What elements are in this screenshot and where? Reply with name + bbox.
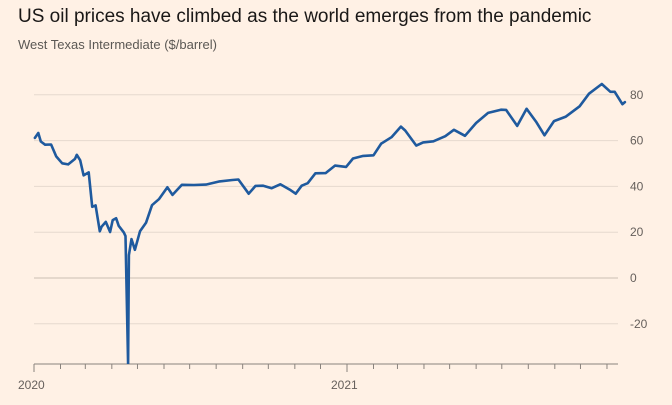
- y-tick-label: -20: [630, 317, 648, 331]
- y-tick-label: 40: [630, 179, 644, 193]
- chart-subtitle: West Texas Intermediate ($/barrel): [18, 37, 217, 52]
- x-tick-label: 2020: [18, 378, 45, 392]
- y-tick-label: 60: [630, 134, 644, 148]
- y-tick-label: 20: [630, 225, 644, 239]
- y-tick-label: 80: [630, 88, 644, 102]
- y-tick-label: 0: [630, 271, 637, 285]
- series-line-wti: [33, 82, 627, 364]
- chart-title: US oil prices have climbed as the world …: [18, 6, 592, 27]
- x-tick-label: 2021: [331, 378, 358, 392]
